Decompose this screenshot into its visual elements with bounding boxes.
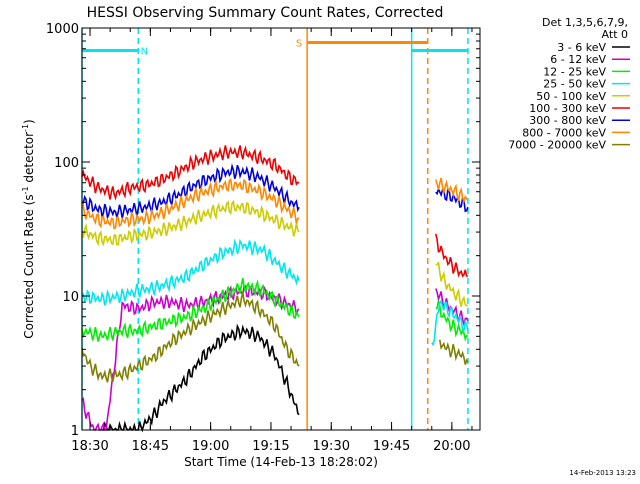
series-line-3-seg-0 xyxy=(81,238,300,306)
series-line-8-seg-0 xyxy=(81,292,300,383)
x-tick-layer: 18:30 18:45 19:00 19:15 19:30 19:45 20:00 xyxy=(71,28,473,454)
annotation-label-s: S xyxy=(296,38,302,49)
x-axis-label: Start Time (14-Feb-13 18:28:02) xyxy=(184,455,378,469)
legend-label: 300 - 800 keV xyxy=(529,114,606,127)
x-tick-label: 19:15 xyxy=(252,439,289,454)
series-line-3-seg-1 xyxy=(431,299,469,347)
series-line-2-seg-0 xyxy=(81,278,300,342)
x-tick-label: 20:00 xyxy=(433,439,470,454)
series-line-7-seg-0 xyxy=(81,177,300,230)
legend-header-detectors: Det 1,3,5,6,7,9, xyxy=(542,16,628,29)
legend-label: 6 - 12 keV xyxy=(550,53,606,66)
series-line-4-seg-0 xyxy=(81,199,300,247)
annotation-label-n: N xyxy=(141,46,148,57)
series-line-2-seg-1 xyxy=(435,300,469,342)
legend-label: 25 - 50 keV xyxy=(543,78,606,91)
legend-label: 800 - 7000 keV xyxy=(522,126,606,139)
series-line-6-seg-0 xyxy=(81,163,300,221)
series-line-5-seg-1 xyxy=(435,233,469,278)
y-tick-label: 10 xyxy=(62,290,79,305)
legend-label: 3 - 6 keV xyxy=(557,41,606,54)
y-tick-label: 1 xyxy=(71,424,79,439)
footer-timestamp: 14-Feb-2013 13:23 xyxy=(569,469,636,477)
y-tick-layer: 1 10 100 1000 xyxy=(46,22,480,439)
x-tick-label: 18:30 xyxy=(71,439,108,454)
legend-label: 12 - 25 keV xyxy=(543,65,606,78)
y-tick-label: 100 xyxy=(54,156,79,171)
series-line-1-seg-0 xyxy=(81,285,300,431)
x-tick-label: 18:45 xyxy=(132,439,169,454)
y-axis-label: Corrected Count Rate (s-1 detector-1) xyxy=(21,119,36,338)
axes-layer xyxy=(81,27,481,431)
legend-label: 7000 - 20000 keV xyxy=(508,139,606,152)
plot-frame xyxy=(81,27,481,431)
legend-label: 100 - 300 keV xyxy=(529,102,606,115)
chart-title: HESSI Observing Summary Count Rates, Cor… xyxy=(87,5,444,21)
legend-header-attenuator: Att 0 xyxy=(602,28,628,41)
x-tick-label: 19:30 xyxy=(313,439,350,454)
series-layer xyxy=(81,145,469,433)
legend-label: 50 - 100 keV xyxy=(536,90,606,103)
x-tick-label: 19:00 xyxy=(192,439,229,454)
x-tick-label: 19:45 xyxy=(373,439,410,454)
series-line-5-seg-0 xyxy=(81,145,300,201)
series-line-8-seg-1 xyxy=(439,339,469,365)
series-line-4-seg-1 xyxy=(435,261,469,307)
series-line-0-seg-0 xyxy=(102,323,300,433)
y-tick-label: 1000 xyxy=(46,22,79,37)
series-line-7-seg-1 xyxy=(435,177,469,204)
